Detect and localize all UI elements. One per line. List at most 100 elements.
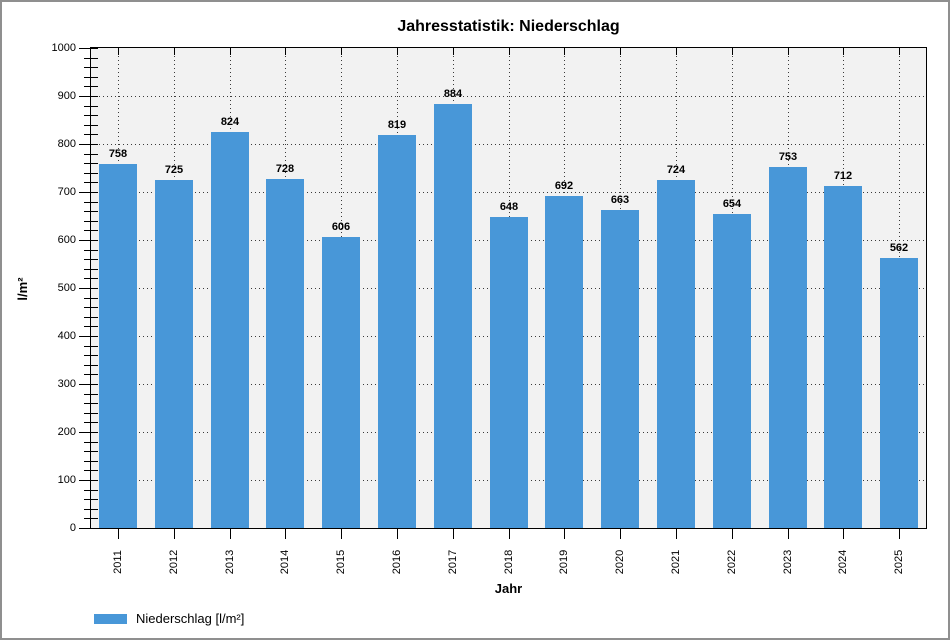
x-tick <box>453 529 454 539</box>
x-tick <box>230 529 231 539</box>
y-minor-tick <box>84 355 98 357</box>
legend-label: Niederschlag [l/m²] <box>136 611 245 626</box>
y-major-tick <box>79 48 98 49</box>
x-top-tick <box>788 48 789 55</box>
y-minor-tick <box>84 268 98 270</box>
bar <box>824 186 862 528</box>
x-tick <box>620 529 621 539</box>
y-tick-label: 400 <box>57 330 76 342</box>
y-major-tick <box>79 96 98 97</box>
bar <box>266 179 304 528</box>
y-major-tick <box>79 336 98 337</box>
x-tick-label: 2015 <box>335 549 347 575</box>
y-minor-tick <box>84 163 98 165</box>
x-top-tick <box>899 48 900 55</box>
x-tick-label: 2013 <box>224 549 236 575</box>
bar-value-label: 758 <box>108 148 128 160</box>
legend: Niederschlag [l/m²] <box>94 611 244 626</box>
x-tick-label: 2025 <box>893 549 905 575</box>
bar-value-label: 753 <box>778 151 798 163</box>
y-gridline <box>91 96 926 97</box>
bar <box>378 135 416 528</box>
bar-value-label: 692 <box>554 180 574 192</box>
y-minor-tick <box>84 67 98 69</box>
x-top-tick <box>174 48 175 55</box>
bar-value-label: 728 <box>275 163 295 175</box>
x-axis-label: Jahr <box>494 581 523 596</box>
y-minor-tick <box>84 124 98 126</box>
y-minor-tick <box>84 172 98 174</box>
y-tick-label: 600 <box>57 234 76 246</box>
y-minor-tick <box>84 441 98 443</box>
x-tick-label: 2023 <box>782 549 794 575</box>
x-tick <box>285 529 286 539</box>
x-tick-label: 2016 <box>391 549 403 575</box>
y-minor-tick <box>84 76 98 78</box>
bar-value-label: 663 <box>610 194 630 206</box>
y-minor-tick <box>84 182 98 184</box>
y-tick-label: 700 <box>57 186 76 198</box>
y-tick-label: 500 <box>57 282 76 294</box>
x-tick-label: 2017 <box>447 549 459 575</box>
y-minor-tick <box>84 115 98 117</box>
y-minor-tick <box>84 201 98 203</box>
y-tick-label: 300 <box>57 378 76 390</box>
bar <box>880 258 918 528</box>
bar-value-label: 648 <box>499 201 519 213</box>
x-top-tick <box>118 48 119 55</box>
bar-value-label: 654 <box>722 198 742 210</box>
x-tick-label: 2022 <box>726 549 738 575</box>
y-major-tick <box>79 288 98 289</box>
y-tick-label: 100 <box>57 474 76 486</box>
x-top-tick <box>341 48 342 55</box>
bar <box>601 210 639 528</box>
x-tick <box>397 529 398 539</box>
y-tick-label: 800 <box>57 138 76 150</box>
x-tick <box>509 529 510 539</box>
y-tick-label: 900 <box>57 90 76 102</box>
y-minor-tick <box>84 518 98 520</box>
y-minor-tick <box>84 403 98 405</box>
bar-value-label: 819 <box>387 119 407 131</box>
x-tick <box>843 529 844 539</box>
x-tick <box>118 529 119 539</box>
bar <box>657 180 695 528</box>
x-tick <box>676 529 677 539</box>
y-minor-tick <box>84 297 98 299</box>
y-minor-tick <box>84 307 98 309</box>
y-axis-label: l/m² <box>15 277 30 301</box>
y-major-tick <box>79 384 98 385</box>
bar-value-label: 824 <box>220 116 240 128</box>
y-minor-tick <box>84 86 98 88</box>
y-minor-tick <box>84 422 98 424</box>
y-minor-tick <box>84 230 98 232</box>
y-minor-tick <box>84 326 98 328</box>
x-top-tick <box>397 48 398 55</box>
y-major-tick <box>79 432 98 433</box>
x-top-tick <box>843 48 844 55</box>
y-major-tick <box>79 480 98 481</box>
x-tick <box>732 529 733 539</box>
x-tick <box>788 529 789 539</box>
x-tick <box>341 529 342 539</box>
bar <box>211 132 249 528</box>
x-tick-label: 2012 <box>168 549 180 575</box>
x-top-tick <box>230 48 231 55</box>
x-tick-label: 2014 <box>279 549 291 575</box>
bar <box>322 237 360 528</box>
bar <box>434 104 472 528</box>
y-minor-tick <box>84 134 98 136</box>
legend-swatch <box>94 613 127 624</box>
y-minor-tick <box>84 278 98 280</box>
y-minor-tick <box>84 412 98 414</box>
bar <box>155 180 193 528</box>
bar <box>769 167 807 528</box>
bar <box>713 214 751 528</box>
y-minor-tick <box>84 460 98 462</box>
y-minor-tick <box>84 508 98 510</box>
bar <box>99 164 137 528</box>
y-minor-tick <box>84 316 98 318</box>
y-minor-tick <box>84 57 98 59</box>
plot-area: 758 725 824 728 606 819 884 648 692 663 724 654 753 7… <box>90 47 927 529</box>
